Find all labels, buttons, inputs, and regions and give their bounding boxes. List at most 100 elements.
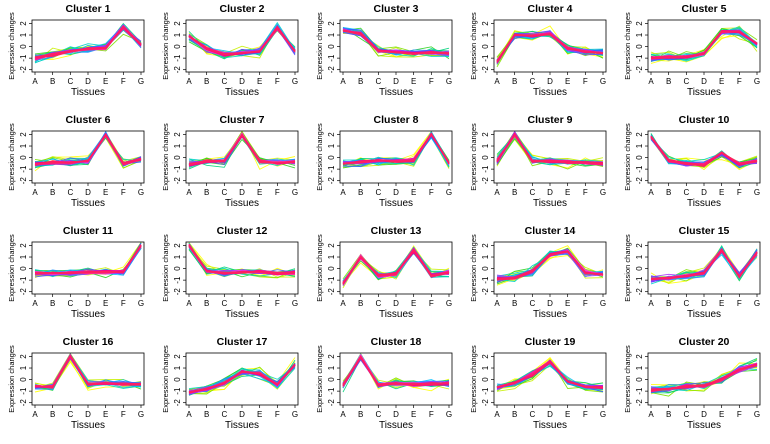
x-tick-label: D bbox=[393, 410, 399, 419]
x-tick-label: G bbox=[754, 188, 760, 197]
x-axis-label: Tissues bbox=[533, 309, 567, 320]
expression-lines bbox=[496, 245, 604, 286]
x-tick-label: B bbox=[512, 77, 517, 86]
y-tick-label: 2 bbox=[19, 21, 28, 26]
x-tick-label: D bbox=[393, 188, 399, 197]
y-tick-label: 2 bbox=[481, 243, 490, 248]
x-tick-label: F bbox=[737, 188, 742, 197]
cluster-panel: Cluster 18 -2 -1 0 1 2 A B C D E F G Tissues Expressio… bbox=[315, 336, 453, 431]
expression-lines bbox=[34, 22, 142, 64]
x-axis-label: Tissues bbox=[225, 87, 259, 98]
y-tick-label: -2 bbox=[635, 288, 644, 296]
x-tick-label: A bbox=[494, 410, 500, 419]
y-tick-label: 0 bbox=[173, 266, 182, 271]
x-tick-label: G bbox=[446, 410, 452, 419]
x-tick-label: D bbox=[393, 77, 399, 86]
panel-title: Cluster 20 bbox=[679, 336, 730, 348]
x-tick-label: G bbox=[754, 299, 760, 308]
x-tick-label: C bbox=[375, 299, 381, 308]
plot-frame bbox=[493, 241, 607, 295]
y-axis-label: Expression changes bbox=[161, 234, 170, 302]
x-tick-label: G bbox=[600, 77, 606, 86]
x-tick-label: B bbox=[666, 77, 671, 86]
y-tick-label: -2 bbox=[635, 177, 644, 185]
expression-lines bbox=[34, 130, 142, 172]
x-tick-label: C bbox=[683, 410, 689, 419]
x-tick-label: F bbox=[429, 410, 434, 419]
y-tick-label: 0 bbox=[635, 44, 644, 49]
y-tick-label: -1 bbox=[481, 276, 490, 284]
y-axis-label: Expression changes bbox=[623, 12, 632, 80]
expression-line bbox=[342, 249, 450, 287]
x-tick-label: B bbox=[512, 188, 517, 197]
expression-line bbox=[342, 249, 450, 286]
x-tick-label: C bbox=[221, 410, 227, 419]
x-axis-label: Tissues bbox=[225, 198, 259, 209]
x-tick-label: D bbox=[85, 188, 91, 197]
x-tick-label: A bbox=[32, 299, 38, 308]
expression-lines bbox=[650, 357, 758, 397]
y-axis-label: Expression changes bbox=[315, 234, 324, 302]
y-tick-label: 0 bbox=[173, 155, 182, 160]
x-axis-label: Tissues bbox=[533, 420, 567, 431]
panel-title: Cluster 9 bbox=[528, 114, 573, 126]
y-axis-label: Expression changes bbox=[315, 123, 324, 191]
x-tick-label: E bbox=[257, 77, 262, 86]
x-tick-label: B bbox=[204, 188, 209, 197]
y-axis-label: Expression changes bbox=[161, 123, 170, 191]
expression-line bbox=[496, 138, 604, 167]
plot-frame bbox=[339, 19, 453, 73]
y-tick-label: 0 bbox=[481, 155, 490, 160]
x-tick-label: D bbox=[547, 188, 553, 197]
x-tick-label: B bbox=[204, 77, 209, 86]
x-tick-label: C bbox=[67, 77, 73, 86]
x-tick-label: A bbox=[340, 188, 346, 197]
x-tick-label: B bbox=[204, 410, 209, 419]
y-tick-label: -2 bbox=[19, 177, 28, 185]
y-tick-label: 2 bbox=[173, 21, 182, 26]
x-tick-label: E bbox=[411, 410, 416, 419]
cluster-panel: Cluster 9 -2 -1 0 1 2 A B C D E F G Tissues Expression… bbox=[469, 114, 607, 209]
x-tick-label: B bbox=[204, 299, 209, 308]
y-tick-label: -1 bbox=[481, 54, 490, 62]
x-tick-label: A bbox=[186, 410, 192, 419]
y-tick-label: 2 bbox=[635, 21, 644, 26]
y-tick-label: -2 bbox=[635, 66, 644, 74]
expression-line bbox=[188, 133, 296, 163]
expression-line bbox=[496, 361, 604, 389]
x-tick-label: A bbox=[186, 77, 192, 86]
expression-line bbox=[188, 364, 296, 394]
expression-lines bbox=[34, 242, 142, 279]
cluster-panel: Cluster 16 -2 -1 0 1 2 A B C D E F G Tissues Expressio… bbox=[7, 336, 145, 431]
x-tick-label: C bbox=[221, 188, 227, 197]
expression-lines bbox=[650, 244, 758, 285]
x-axis-label: Tissues bbox=[687, 198, 721, 209]
expression-lines bbox=[496, 357, 604, 393]
y-tick-label: -1 bbox=[173, 54, 182, 62]
x-tick-label: G bbox=[754, 410, 760, 419]
panel-title: Cluster 17 bbox=[217, 336, 268, 348]
x-tick-label: C bbox=[221, 77, 227, 86]
x-tick-label: F bbox=[583, 410, 588, 419]
x-axis-label: Tissues bbox=[379, 87, 413, 98]
y-tick-label: -2 bbox=[173, 399, 182, 407]
y-tick-label: -1 bbox=[173, 387, 182, 395]
expression-line bbox=[342, 248, 450, 284]
y-tick-label: 0 bbox=[635, 377, 644, 382]
x-tick-label: D bbox=[85, 299, 91, 308]
y-axis-label: Expression changes bbox=[7, 234, 16, 302]
y-tick-label: 2 bbox=[481, 132, 490, 137]
panel-title: Cluster 13 bbox=[371, 225, 422, 237]
y-tick-label: 0 bbox=[327, 44, 336, 49]
x-tick-label: A bbox=[340, 299, 346, 308]
expression-line bbox=[342, 133, 450, 165]
y-tick-label: 2 bbox=[173, 243, 182, 248]
panel-title: Cluster 5 bbox=[682, 3, 727, 15]
x-tick-label: D bbox=[547, 410, 553, 419]
cluster-panel: Cluster 4 -2 -1 0 1 2 A B C D E F G Tissues Expression… bbox=[469, 3, 607, 98]
x-tick-label: E bbox=[103, 188, 108, 197]
x-tick-label: C bbox=[375, 410, 381, 419]
cluster-panel: Cluster 20 -2 -1 0 1 2 A B C D E F G Tissues Expressio… bbox=[623, 336, 761, 431]
y-tick-label: -2 bbox=[481, 399, 490, 407]
